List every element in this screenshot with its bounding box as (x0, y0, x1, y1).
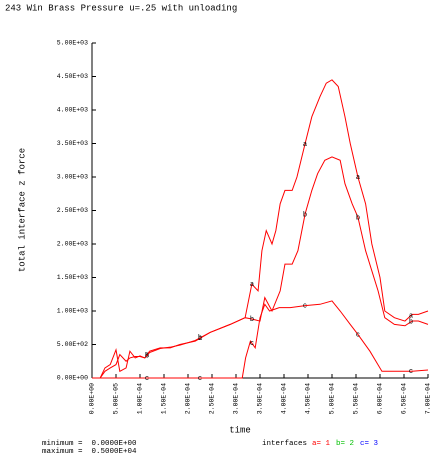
x-tick-label: 3.00E-04 (233, 383, 240, 414)
series-marker: a (356, 174, 360, 182)
y-tick-label: 4.00E+03 (57, 107, 88, 114)
chart-title: 243 Win Brass Pressure u=.25 with unload… (5, 3, 237, 13)
x-tick-label: 1.50E-04 (161, 383, 168, 414)
x-tick-label: 5.50E-04 (353, 383, 360, 414)
y-tick-label: 2.50E+03 (57, 207, 88, 214)
x-tick-label: 6.50E-04 (401, 383, 408, 414)
series-marker: b (198, 335, 202, 343)
y-axis-label: total interface z force (17, 148, 27, 272)
series-marker: c (303, 302, 307, 310)
x-axis-label: time (229, 425, 251, 435)
x-tick-label: 3.50E-04 (257, 383, 264, 414)
legend-entry: c= 3 (360, 440, 379, 448)
y-tick-label: 4.50E+03 (57, 73, 88, 80)
legend-title: interfaces (262, 440, 307, 448)
x-tick-label: 6.00E-04 (377, 383, 384, 414)
legend-entry: b= 2 (336, 440, 354, 448)
y-tick-label: 1.00E+03 (57, 308, 88, 315)
series-line (92, 79, 429, 379)
x-tick-label: 4.00E-04 (281, 383, 288, 414)
series-marker: a (250, 281, 254, 289)
y-tick-label: 3.50E+03 (57, 140, 88, 147)
y-tick-label: 5.00E+03 (57, 40, 88, 47)
x-tick-label: 4.50E-04 (305, 383, 312, 414)
series-line (92, 300, 429, 379)
y-tick-label: 1.50E+03 (57, 274, 88, 281)
series-line (92, 156, 429, 379)
series-marker: b (145, 352, 149, 360)
x-tick-label: 0.00E+00 (89, 383, 96, 414)
series-marker: c (198, 375, 202, 383)
series-marker: b (303, 211, 307, 219)
series-marker: a (409, 312, 413, 320)
maximum-text: maximum = 0.5000E+04 (42, 448, 137, 456)
legend-entry: a= 1 (312, 440, 331, 448)
x-tick-label: 5.00E-04 (329, 383, 336, 414)
minimum-text: minimum = 0.0000E+00 (42, 440, 137, 448)
series-marker: c (145, 375, 149, 383)
x-tick-label: 5.00E-05 (113, 383, 120, 414)
series-marker: c (409, 368, 413, 376)
series-marker: c (356, 331, 360, 339)
x-tick-label: 2.50E-04 (209, 383, 216, 414)
series-marker: b (356, 214, 360, 222)
x-tick-label: 7.00E-04 (425, 383, 432, 414)
y-tick-label: 3.00E+03 (57, 174, 88, 181)
series-marker: b (250, 316, 254, 324)
y-tick-label: 0.00E+00 (57, 375, 88, 382)
x-tick-label: 2.00E-04 (185, 383, 192, 414)
series-marker: a (303, 141, 307, 149)
series-marker: b (409, 319, 413, 327)
series-marker: a (198, 335, 202, 343)
x-tick-label: 1.00E-04 (137, 383, 144, 414)
y-tick-label: 5.00E+02 (57, 341, 88, 348)
series-marker: c (250, 340, 254, 348)
y-tick-label: 2.00E+03 (57, 241, 88, 248)
